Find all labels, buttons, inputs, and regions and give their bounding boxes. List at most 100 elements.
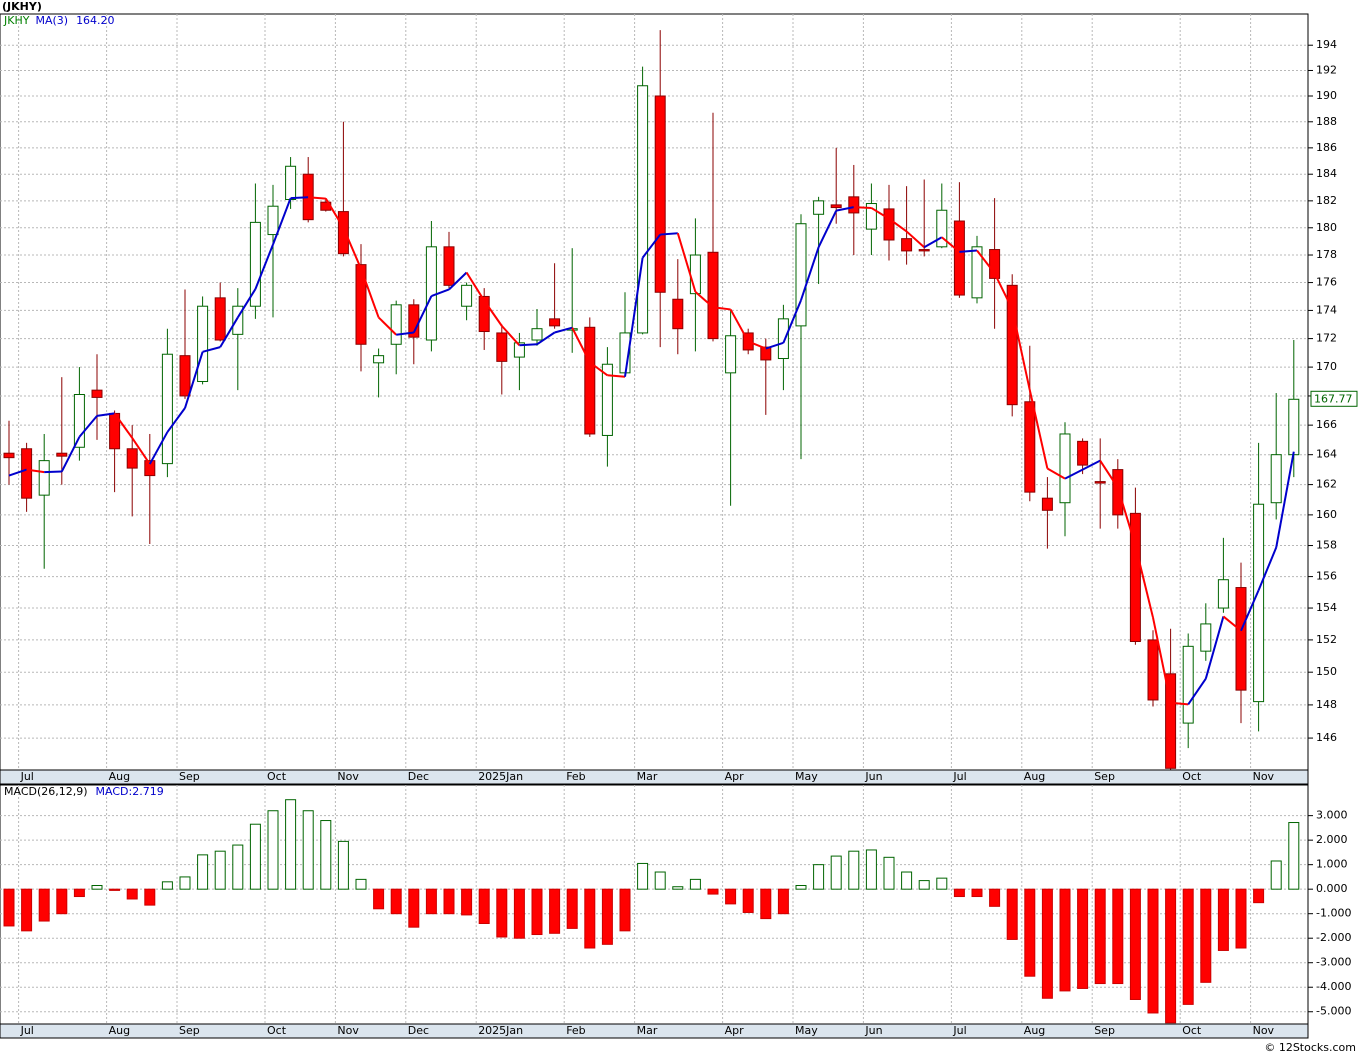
candle-body	[830, 204, 842, 209]
x-tick-label: Apr	[725, 770, 745, 783]
ma-segment	[923, 236, 943, 249]
ma-segment	[1099, 460, 1119, 489]
macd-bar	[73, 888, 85, 898]
y-tick-label: 146	[1316, 731, 1337, 744]
macd-bar	[1129, 888, 1141, 1000]
ma-segment	[888, 217, 908, 233]
y-tick-label: 162	[1316, 478, 1337, 491]
ma-segment	[712, 306, 731, 311]
x-tick-label: Jun	[864, 1024, 882, 1037]
x-tick-label: Sep	[179, 770, 200, 783]
y-tick-label: 178	[1316, 248, 1337, 261]
macd-bar	[689, 878, 701, 890]
candle-body	[531, 328, 543, 341]
macd-bar	[1059, 888, 1071, 992]
ma-segment	[342, 227, 362, 270]
ma-segment	[1028, 389, 1049, 469]
candle-body	[1288, 398, 1300, 456]
y-tick-label: -2.000	[1316, 931, 1351, 944]
candle-body	[1270, 454, 1282, 504]
macd-bar	[478, 888, 490, 924]
macd-bar	[953, 888, 965, 898]
macd-bar	[1024, 888, 1036, 977]
candle-body	[1077, 440, 1089, 466]
x-tick-label: Jul	[20, 770, 34, 783]
ma-segment	[131, 437, 151, 465]
macd-bar	[901, 871, 913, 890]
ma-segment	[747, 340, 767, 350]
x-tick-label: Mar	[637, 1024, 658, 1037]
y-tick-label: -1.000	[1316, 907, 1351, 920]
macd-bar	[249, 823, 261, 890]
ma-segment	[959, 249, 978, 253]
y-tick-label: 2.000	[1316, 833, 1348, 846]
candle-body	[795, 223, 807, 327]
macd-bar	[601, 888, 613, 945]
ma-segment	[166, 407, 186, 433]
ma-segment	[431, 288, 450, 297]
macd-bar	[1006, 888, 1018, 940]
macd-bar	[161, 881, 173, 890]
candle-body	[637, 85, 649, 334]
macd-bar	[1270, 860, 1282, 890]
macd-bar	[461, 888, 473, 916]
macd-bar	[531, 888, 543, 936]
candle-body	[249, 221, 261, 307]
macd-bar	[1235, 888, 1247, 949]
ma-segment	[96, 412, 115, 417]
ma-segment	[483, 300, 503, 327]
ma-segment	[44, 470, 62, 474]
ma-segment	[290, 196, 309, 200]
candle-body	[478, 295, 490, 333]
macd-bar	[232, 844, 244, 890]
ma-segment	[360, 268, 380, 318]
ma-segment	[729, 308, 750, 342]
y-tick-label: 152	[1316, 633, 1337, 646]
y-tick-label: -5.000	[1316, 1005, 1351, 1018]
candle-body	[1129, 512, 1141, 643]
legend-symbol: JKHY	[3, 14, 30, 27]
candle-body	[1200, 623, 1212, 652]
ma-segment	[184, 351, 204, 409]
candle-body	[1147, 639, 1159, 701]
candle-body	[337, 211, 349, 255]
ma-segment	[1170, 701, 1189, 706]
macd-bar	[38, 888, 50, 922]
x-tick-label: May	[795, 770, 818, 783]
ma-segment	[26, 468, 45, 474]
y-tick-label: 164	[1316, 448, 1337, 461]
ma-segment	[800, 246, 820, 301]
y-tick-label: 154	[1316, 601, 1337, 614]
macd-bar	[197, 854, 209, 890]
macd-bar	[760, 888, 772, 920]
macd-bar	[302, 810, 314, 890]
ma-segment	[78, 415, 98, 438]
candle-body	[953, 220, 965, 296]
macd-bar	[214, 850, 226, 890]
candle-body	[865, 203, 877, 230]
last-price: 167.77	[1314, 392, 1353, 405]
x-tick-label: Aug	[109, 770, 130, 783]
candle-body	[848, 196, 860, 214]
macd-bar	[813, 864, 825, 890]
x-tick-label: Oct	[1182, 1024, 1202, 1037]
y-tick-label: 166	[1316, 418, 1337, 431]
ma-segment	[836, 206, 854, 212]
x-tick-label: Dec	[408, 1024, 429, 1037]
x-tick-label: Jul	[952, 770, 966, 783]
ma-segment	[641, 233, 661, 259]
macd-bar	[1041, 888, 1053, 999]
macd-bar	[267, 810, 279, 890]
candle-body	[689, 254, 701, 295]
y-tick-label: 172	[1316, 332, 1337, 345]
candle-body	[443, 246, 455, 286]
y-tick-label: 186	[1316, 141, 1337, 154]
candle-body	[197, 305, 209, 382]
candle-body	[21, 448, 33, 499]
candle-body	[285, 165, 297, 201]
candle-body	[390, 304, 402, 345]
candle-body	[267, 205, 279, 236]
candle-body	[1024, 401, 1036, 493]
x-tick-label: Oct	[1182, 770, 1202, 783]
